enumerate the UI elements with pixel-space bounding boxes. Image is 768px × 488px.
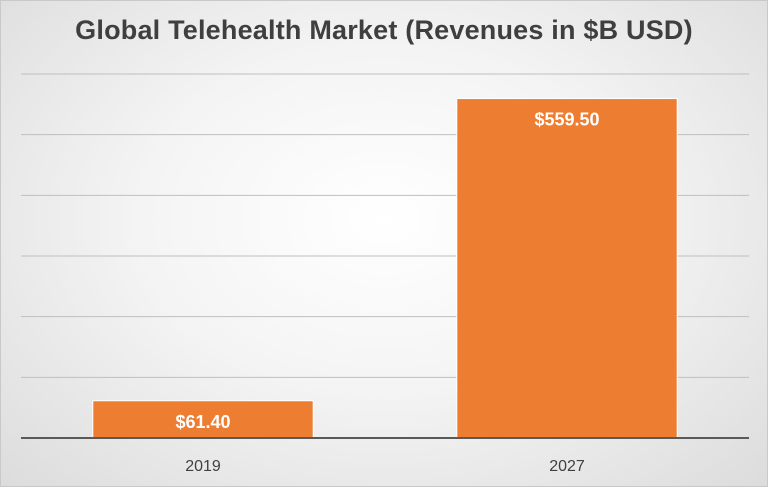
x-tick-label-2019: 2019 (185, 458, 221, 475)
x-tick-label-2027: 2027 (549, 458, 585, 475)
bar-2019 (92, 400, 314, 439)
data-labels: $61.40 $559.50 (175, 110, 599, 432)
bar-2027 (456, 98, 678, 439)
gridlines (21, 73, 749, 378)
bar-series (92, 98, 678, 439)
chart-title: Global Telehealth Market (Revenues in $B… (75, 15, 693, 45)
data-label-2027: $559.50 (534, 110, 599, 130)
data-label-2019: $61.40 (175, 412, 230, 432)
x-tick-labels: 2019 2027 (185, 458, 585, 475)
